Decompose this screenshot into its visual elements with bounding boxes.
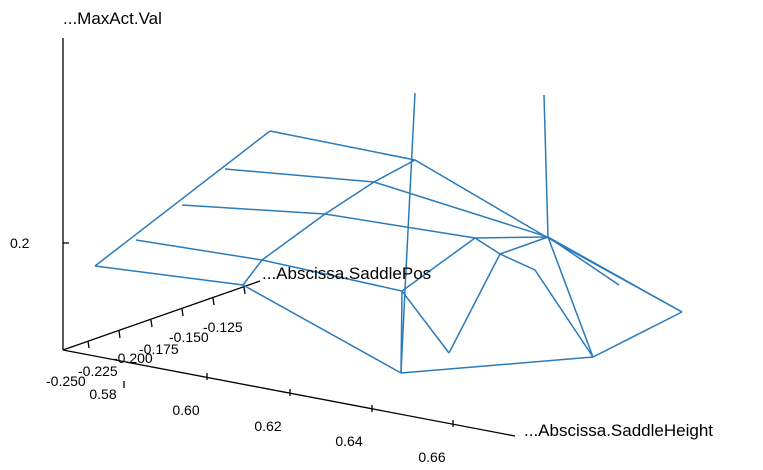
surface-spike-1 <box>543 94 549 238</box>
x-ticks <box>123 373 454 427</box>
surface-row-4 <box>269 130 683 313</box>
x-tick-label-3: 0.64 <box>335 433 362 449</box>
y-tick-label-3: -0.175 <box>139 341 179 357</box>
axes <box>62 38 516 437</box>
y-tick-5 <box>243 286 246 295</box>
surface-row-1 <box>135 239 450 354</box>
x-tick-label-4: 0.66 <box>418 449 445 465</box>
x-tick-label-1: 0.60 <box>172 402 199 418</box>
surface-wireframe <box>94 92 683 374</box>
y-tick-label-1: -0.225 <box>78 363 118 379</box>
surface-col-3 <box>400 311 683 374</box>
y-ticks <box>87 286 246 349</box>
surface-col-2 <box>400 236 683 374</box>
surface-col-0 <box>94 130 271 267</box>
y-tick-3 <box>181 308 184 317</box>
x-axis-label: ...Abscissa.SaddleHeight <box>524 421 713 440</box>
y-tick-label-2: -0.200 <box>113 350 153 366</box>
surface-spike-2 <box>547 236 594 358</box>
y-tick-label-0: -0.250 <box>46 373 86 389</box>
z-tick-label-0: 0.2 <box>10 235 30 251</box>
x-tick-label-2: 0.62 <box>254 418 281 434</box>
y-tick-1 <box>118 330 121 339</box>
y-tick-0 <box>87 340 90 349</box>
y-tick-label-4: -0.150 <box>169 329 209 345</box>
y-axis-label: ...Abscissa.SaddlePos <box>262 264 431 283</box>
x-axis-line <box>62 349 516 437</box>
y-tick-2 <box>150 319 153 328</box>
y-tick-label-5: -0.125 <box>203 319 243 335</box>
y-axis-line <box>62 280 261 351</box>
surface-col-1 <box>242 159 416 286</box>
z-axis-label: ...MaxAct.Val <box>63 9 162 28</box>
surface-spike-0 <box>400 92 416 374</box>
surface-row-3 <box>224 168 620 286</box>
surface-row-2 <box>181 204 594 358</box>
y-tick-4 <box>212 297 215 306</box>
surface-col-4 <box>448 236 549 354</box>
x-tick-label-0: 0.58 <box>89 386 116 402</box>
